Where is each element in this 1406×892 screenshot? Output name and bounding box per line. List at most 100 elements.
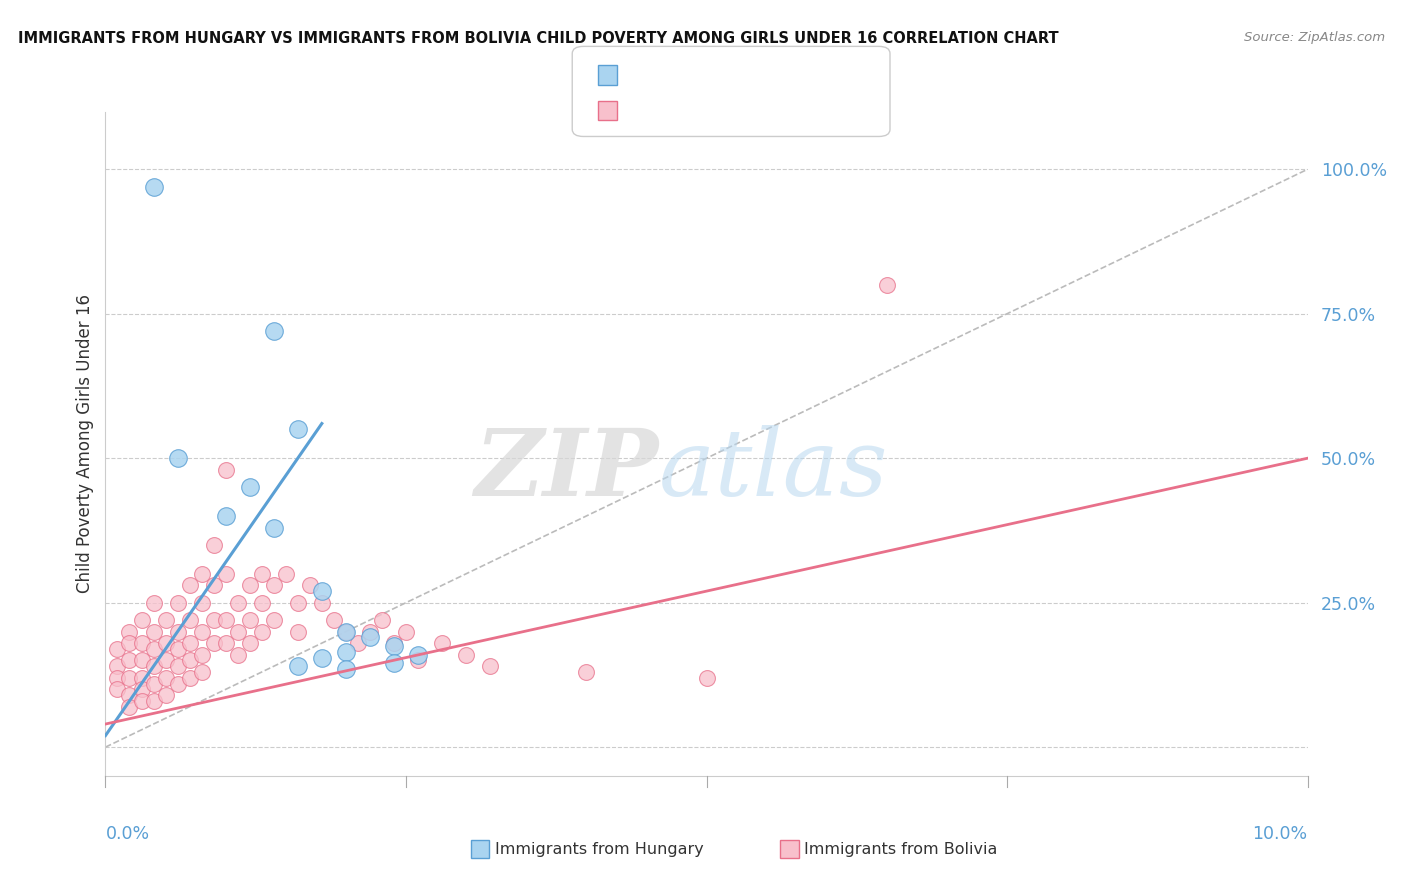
Point (131, 671, 153, 685)
Point (359, 631, 381, 645)
Point (118, 624, 141, 639)
Point (335, 624, 357, 639)
Point (107, 659, 129, 673)
Point (190, 566, 212, 581)
Point (250, 596, 273, 610)
Point (166, 624, 188, 639)
Point (214, 636, 236, 650)
Text: Source: ZipAtlas.com: Source: ZipAtlas.com (1244, 31, 1385, 45)
Point (202, 613, 225, 627)
Point (142, 624, 165, 639)
Point (322, 613, 344, 627)
Point (131, 694, 153, 708)
Point (131, 682, 153, 697)
Point (142, 179, 165, 194)
Point (202, 636, 225, 650)
Point (118, 688, 141, 702)
Point (142, 659, 165, 673)
Point (311, 584, 333, 599)
Point (107, 671, 129, 685)
Point (287, 624, 309, 639)
Point (190, 665, 212, 679)
Point (454, 648, 477, 662)
Point (239, 480, 262, 494)
Point (142, 694, 165, 708)
Point (166, 659, 188, 673)
Point (214, 508, 236, 523)
Point (131, 636, 153, 650)
Point (226, 624, 249, 639)
Text: ZIP: ZIP (474, 425, 658, 516)
Point (179, 671, 201, 685)
Point (263, 520, 285, 534)
Point (214, 463, 236, 477)
Point (179, 613, 201, 627)
Point (107, 641, 129, 656)
Text: R = 0.427   N = 82: R = 0.427 N = 82 (628, 102, 807, 120)
Point (406, 648, 429, 662)
Point (155, 671, 177, 685)
Point (155, 613, 177, 627)
Point (214, 566, 236, 581)
Point (118, 699, 141, 714)
Point (190, 624, 212, 639)
Text: 0.0%: 0.0% (105, 825, 149, 843)
Point (190, 648, 212, 662)
Point (311, 596, 333, 610)
Point (335, 662, 357, 676)
Point (287, 596, 309, 610)
Point (179, 653, 201, 667)
Point (166, 641, 188, 656)
Point (382, 639, 405, 653)
Point (155, 636, 177, 650)
Point (166, 676, 188, 690)
Point (382, 636, 405, 650)
Point (298, 578, 321, 592)
Point (335, 645, 357, 659)
Point (263, 578, 285, 592)
Point (179, 578, 201, 592)
Point (359, 624, 381, 639)
Point (142, 676, 165, 690)
Point (179, 636, 201, 650)
Point (131, 613, 153, 627)
Point (239, 636, 262, 650)
Point (166, 596, 188, 610)
Text: IMMIGRANTS FROM HUNGARY VS IMMIGRANTS FROM BOLIVIA CHILD POVERTY AMONG GIRLS UND: IMMIGRANTS FROM HUNGARY VS IMMIGRANTS FR… (18, 31, 1059, 46)
Point (118, 636, 141, 650)
Point (214, 613, 236, 627)
Point (430, 636, 453, 650)
Point (395, 624, 418, 639)
Point (876, 277, 898, 292)
Point (263, 324, 285, 338)
Text: atlas: atlas (658, 425, 889, 516)
Text: Immigrants from Hungary: Immigrants from Hungary (495, 842, 703, 856)
Text: R = 0.436   N = 17: R = 0.436 N = 17 (628, 66, 807, 84)
Point (166, 451, 188, 466)
Point (190, 596, 212, 610)
Point (226, 648, 249, 662)
Point (287, 659, 309, 673)
Point (118, 671, 141, 685)
Point (202, 578, 225, 592)
Y-axis label: Child Poverty Among Girls Under 16: Child Poverty Among Girls Under 16 (76, 294, 94, 593)
Point (202, 538, 225, 552)
Point (239, 578, 262, 592)
Point (226, 596, 249, 610)
Text: 10.0%: 10.0% (1253, 825, 1308, 843)
Point (406, 653, 429, 667)
Point (347, 636, 370, 650)
Point (155, 653, 177, 667)
Point (371, 613, 394, 627)
Point (250, 624, 273, 639)
Point (239, 613, 262, 627)
Point (696, 671, 718, 685)
Point (131, 653, 153, 667)
Point (575, 665, 598, 679)
Text: Immigrants from Bolivia: Immigrants from Bolivia (804, 842, 998, 856)
Point (274, 566, 297, 581)
Point (142, 596, 165, 610)
Point (287, 422, 309, 436)
Point (263, 613, 285, 627)
Point (142, 641, 165, 656)
